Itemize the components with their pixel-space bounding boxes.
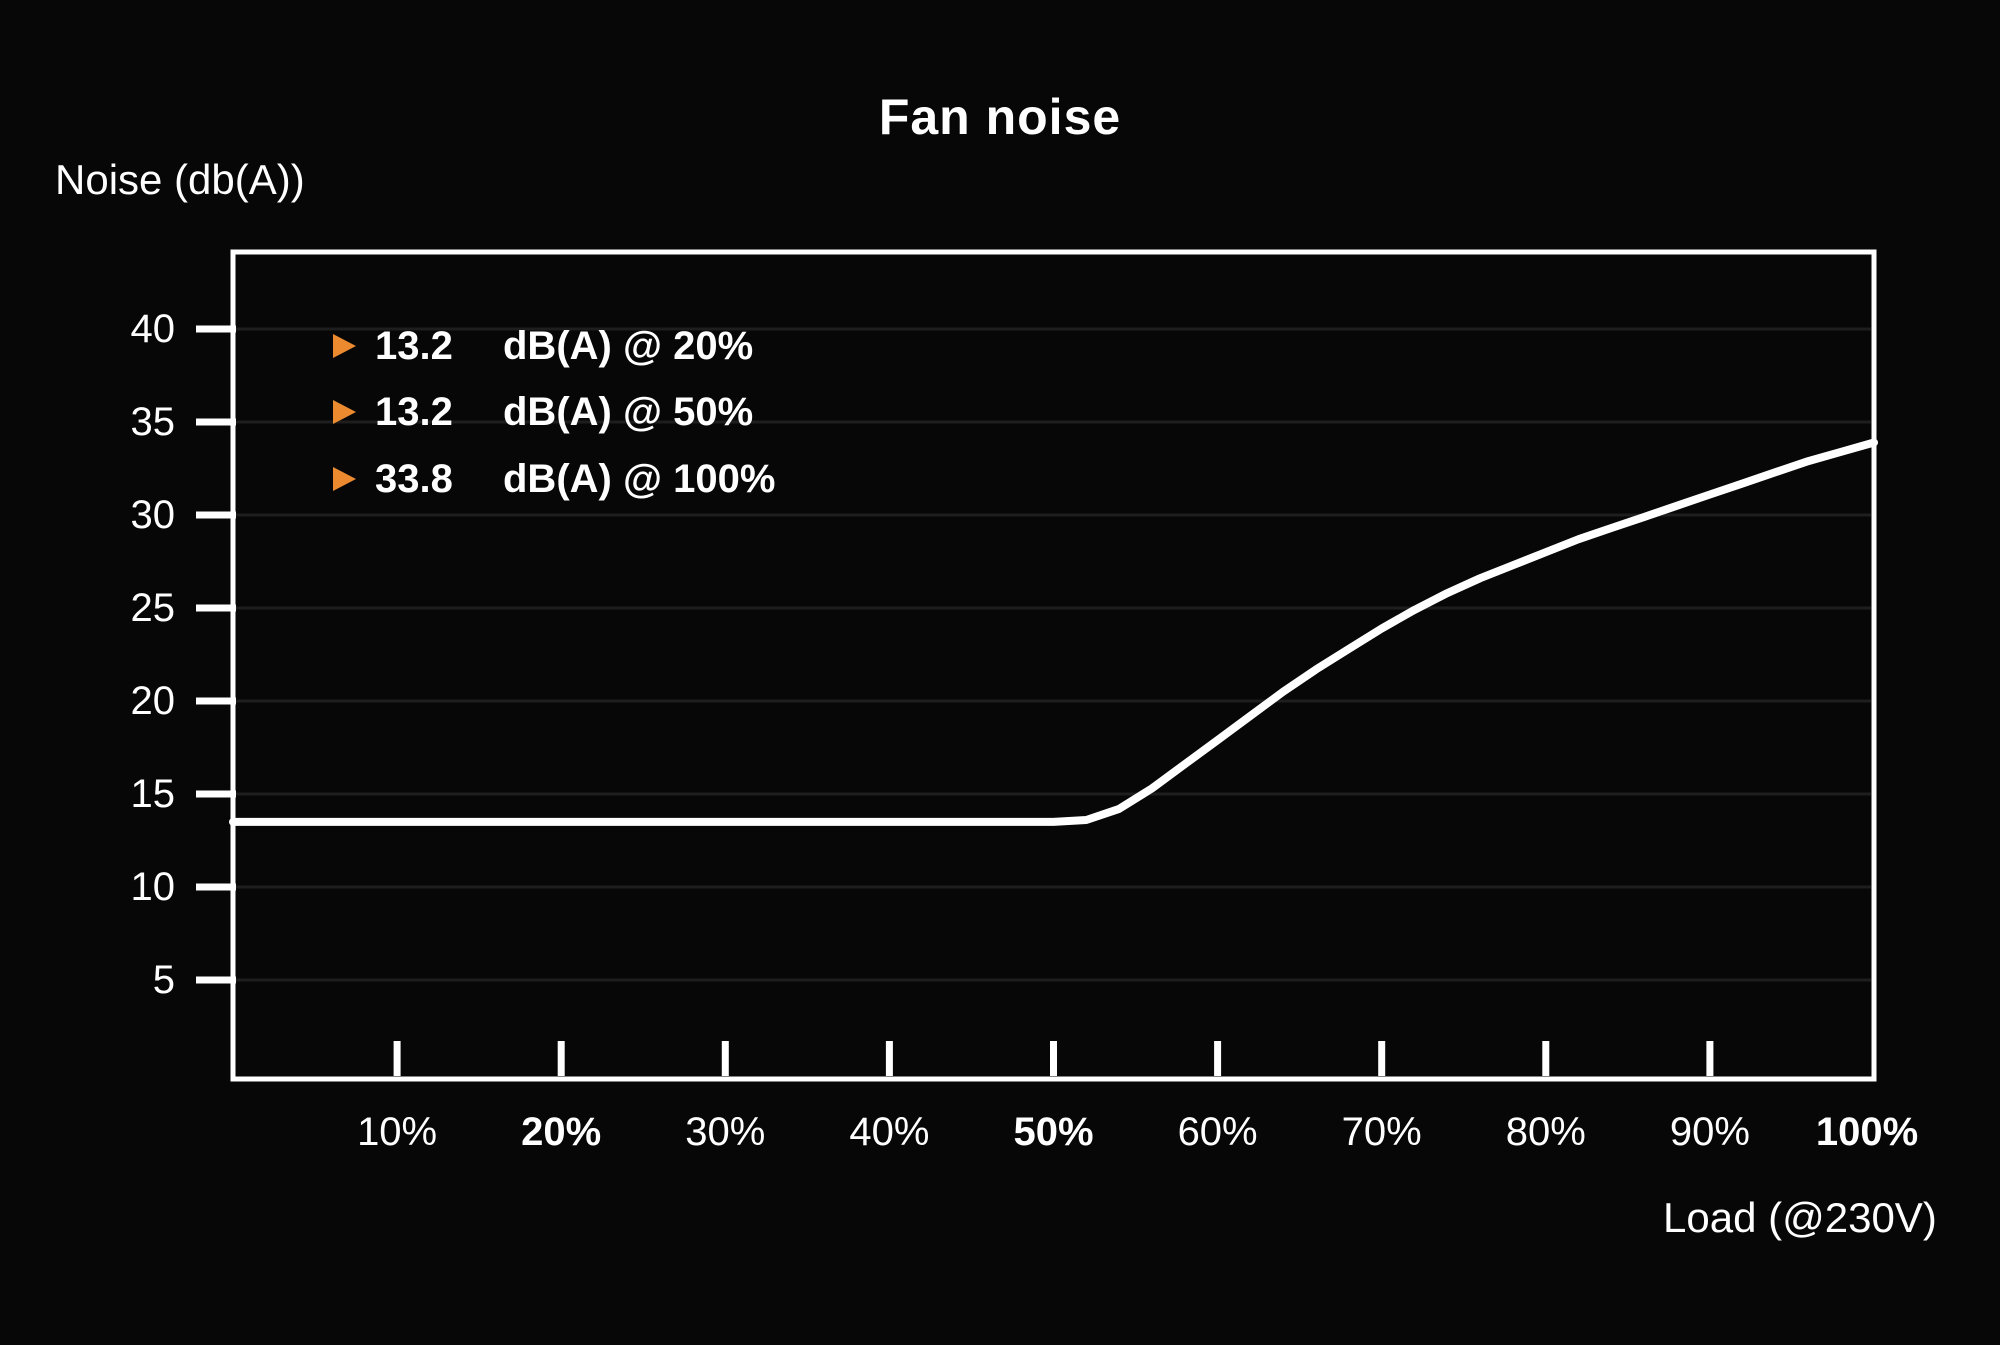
y-tick-label-35: 35 (130, 400, 176, 444)
fan-noise-curve (229, 438, 1878, 826)
triangle-right-icon (333, 400, 356, 424)
x-tick-label-50%: 50% (1013, 1110, 1094, 1154)
y-tick-label-40: 40 (130, 307, 176, 351)
x-tick-label-20%: 20% (521, 1110, 602, 1154)
x-tick-label-40%: 40% (849, 1110, 930, 1154)
x-tick-label-70%: 70% (1341, 1110, 1422, 1154)
x-tick-label-100%: 100% (1815, 1110, 1919, 1154)
y-tick-label-25: 25 (130, 586, 176, 630)
x-axis-title: Load (@230V) (1663, 1194, 1937, 1241)
x-tick-label-30%: 30% (685, 1110, 766, 1154)
y-tick-label-20: 20 (130, 679, 176, 723)
y-tick-label-30: 30 (130, 493, 176, 537)
y-axis-title: Noise (db(A)) (55, 156, 305, 203)
chart-title: Fan noise (878, 89, 1122, 145)
plot-border (230, 249, 1877, 1082)
y-tick-label-5: 5 (152, 958, 175, 1002)
x-tick-label-10%: 10% (357, 1110, 438, 1154)
legend-label: dB(A) @ 50% (503, 389, 754, 434)
legend-value: 13.2 (375, 323, 453, 368)
y-tick-label-10: 10 (130, 865, 176, 909)
legend-value: 33.8 (375, 456, 453, 501)
legend-value: 13.2 (375, 389, 453, 434)
legend-label: dB(A) @ 100% (503, 456, 776, 501)
legend-item-1: 13.2 dB(A) @ 20% (333, 324, 753, 368)
legend-label: dB(A) @ 20% (503, 323, 754, 368)
x-tick-label-60%: 60% (1177, 1110, 1258, 1154)
legend-item-2: 13.2 dB(A) @ 50% (333, 390, 753, 434)
triangle-right-icon (333, 334, 356, 358)
triangle-right-icon (333, 467, 356, 491)
x-tick-label-90%: 90% (1669, 1110, 1750, 1154)
x-tick-label-80%: 80% (1505, 1110, 1586, 1154)
y-tick-label-15: 15 (130, 772, 176, 816)
legend-item-3: 33.8 dB(A) @ 100% (333, 457, 775, 501)
